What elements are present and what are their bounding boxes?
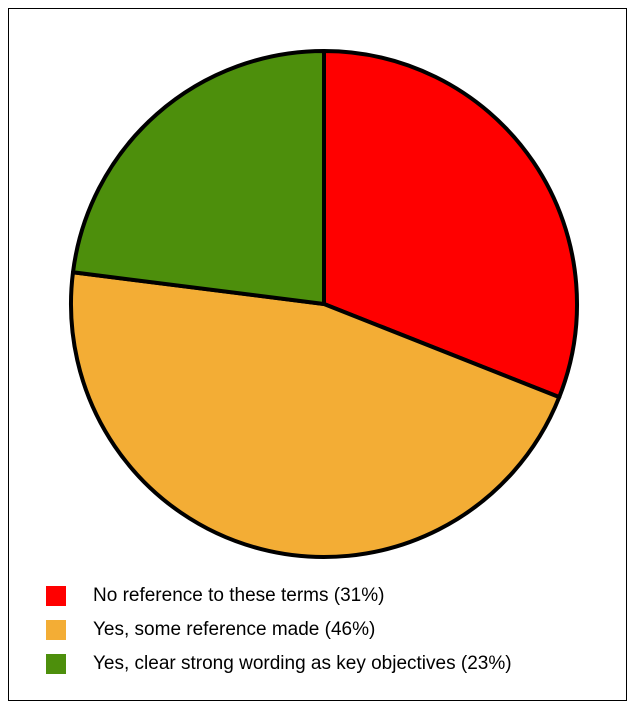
legend-item: Yes, some reference made (46%) bbox=[46, 618, 621, 642]
legend-swatch bbox=[46, 620, 66, 640]
pie-chart bbox=[69, 49, 579, 560]
legend-item: No reference to these terms (31%) bbox=[46, 584, 621, 608]
legend-swatch bbox=[46, 586, 66, 606]
legend-label: Yes, clear strong wording as key objecti… bbox=[93, 653, 512, 674]
pie-slice bbox=[69, 270, 562, 560]
chart-frame: No reference to these terms (31%) Yes, s… bbox=[8, 8, 627, 701]
pie-slice bbox=[70, 49, 326, 306]
pie-slice bbox=[322, 49, 579, 400]
legend-label: No reference to these terms (31%) bbox=[93, 585, 385, 606]
legend-label: Yes, some reference made (46%) bbox=[93, 619, 376, 640]
legend-item: Yes, clear strong wording as key objecti… bbox=[46, 652, 621, 676]
legend-swatch bbox=[46, 654, 66, 674]
legend: No reference to these terms (31%) Yes, s… bbox=[46, 584, 621, 686]
